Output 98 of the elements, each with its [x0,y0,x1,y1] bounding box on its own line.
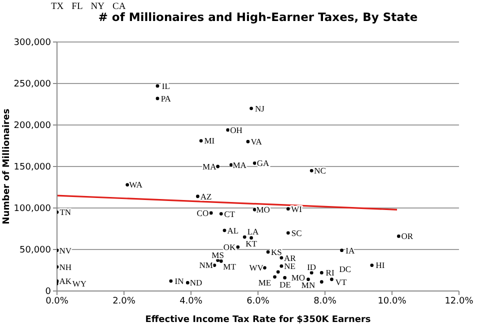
point [219,259,223,263]
x-tick-label: 10.0% [378,296,407,306]
x-axis-title: Effective Income Tax Rate for $350K Earners [145,315,371,325]
x-tick-label: 4.0% [180,296,203,306]
x-tick-label: 2.0% [112,296,136,306]
data-label: MO [256,204,270,215]
point [283,276,286,280]
data-label: MS [212,250,224,260]
y-tick-label: 200,000 [14,121,52,132]
data-label: CT [224,208,236,219]
x-tick-label: 8.0% [314,296,337,306]
data-label: NC [314,166,326,176]
data-label: NH [59,262,72,272]
x-tick-label: 6.0% [246,296,270,306]
data-label: ID [307,262,316,272]
data-label: AR [284,252,296,263]
point [156,96,160,100]
chart-title: # of Millionaires and High-Earner Taxes, By State [98,10,418,24]
data-label: AL [227,225,239,236]
data-label: CO [196,208,209,218]
point [330,278,334,282]
point [250,106,253,110]
data-label: AK [59,276,72,286]
text: FL [72,2,83,12]
point [370,264,374,267]
data-label: KT [246,238,258,248]
data-label: AZ [200,191,212,202]
point [242,235,246,239]
point [280,256,284,260]
data-label: WA [129,180,144,190]
data-label: PA [160,93,172,104]
point [280,264,284,268]
data-label: MI [204,136,215,146]
x-tick-label: 12.0% [444,296,474,306]
point [222,228,226,232]
data-label: KS [271,246,282,257]
data-label: OR [401,231,414,242]
y-axis-title: Number of Millionaires [2,108,12,224]
y-tick-label: 100,000 [14,204,52,214]
data-label: IN [174,276,184,286]
y-tick-label: 300,000 [14,38,52,48]
text: TX [51,2,64,12]
point [199,139,203,142]
data-label: DC [339,264,352,274]
data-label: ND [190,278,202,288]
data-label: WV [249,262,264,273]
point [236,245,240,249]
y-tick-label: 250,000 [14,80,52,90]
data-label: NM [199,260,214,270]
point [320,280,324,284]
data-label: NV [59,245,72,256]
data-label: WY [72,278,86,289]
data-label: VT [335,276,348,287]
data-label: DE [279,279,291,290]
data-label: TN [60,207,72,218]
data-label: WI [291,204,302,214]
data-label: VA [250,136,263,147]
data-label: GA [256,158,270,168]
data-label: OH [230,124,242,135]
point [156,84,160,88]
point [320,271,324,274]
data-label: OK [223,242,236,252]
point [310,271,314,274]
point [246,140,250,144]
y-tick-label: 0 [45,287,52,298]
text: NY [90,2,104,12]
data-label: NJ [254,103,266,114]
data-label: NE [284,261,296,272]
y-tick-label: 150,000 [14,162,52,173]
data-label: IA [346,245,356,256]
point [252,161,256,165]
point [219,212,223,216]
data-label: ME [258,277,272,288]
point [306,278,310,282]
data-label: HI [376,260,385,270]
point [310,168,314,172]
point [250,236,253,240]
point [186,281,190,284]
point [397,234,400,238]
x-tick-label: 0.0% [46,296,69,306]
point [266,250,270,254]
data-label: MT [223,262,237,272]
data-label: MA [232,160,248,170]
y-tick-label: 50,000 [20,246,52,256]
data-label: LA [247,226,260,237]
data-label: SC [291,228,302,238]
point [340,248,344,252]
data-label: MA [202,161,218,172]
point [286,207,290,211]
point [209,211,213,215]
data-label: RI [326,268,334,278]
point [276,270,280,274]
point [196,194,200,198]
point [273,275,276,279]
data-label: IL [162,80,170,91]
point [169,279,173,283]
point [286,231,290,235]
text: CA [112,2,126,12]
